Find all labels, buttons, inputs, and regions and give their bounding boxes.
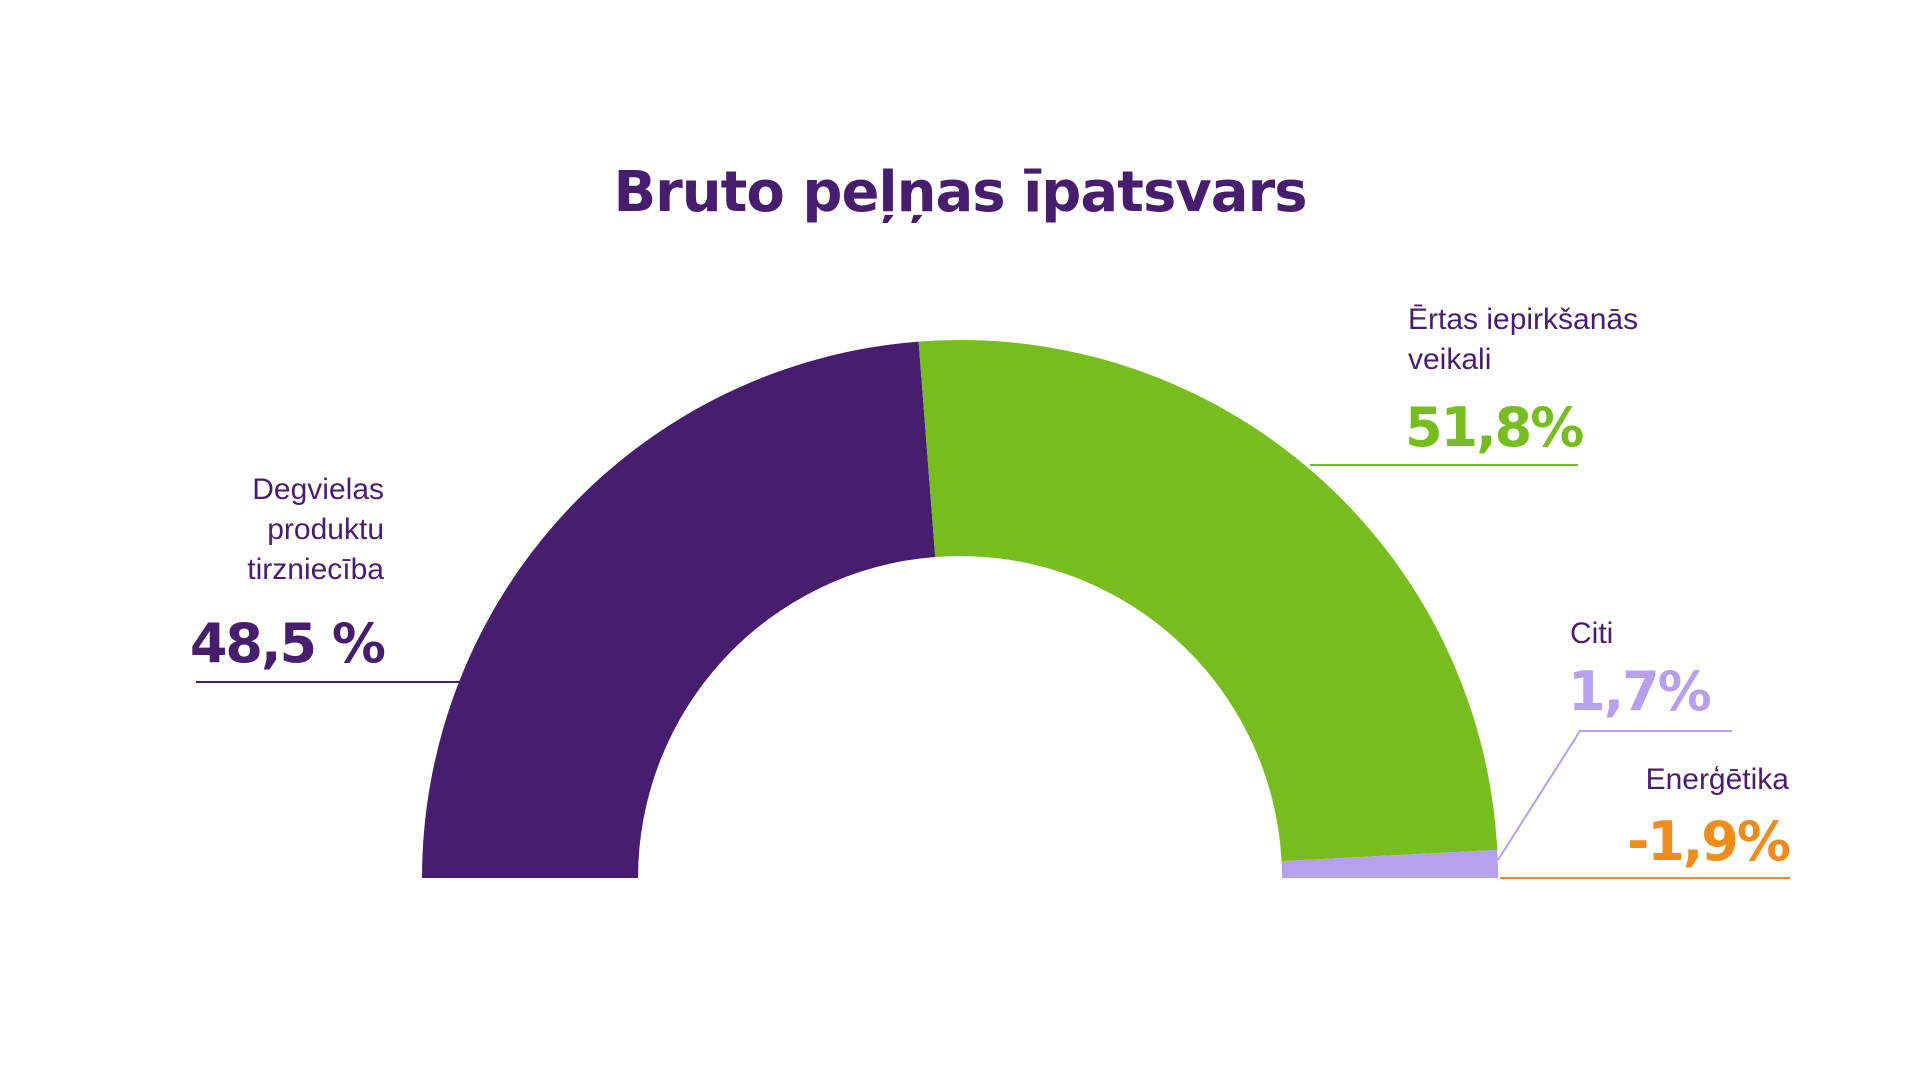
arc-convenience — [918, 340, 1498, 862]
segment-label-fuel-line1: Degvielas — [252, 473, 384, 506]
segment-label-fuel: Degvielas produktu tirzniecība — [247, 470, 384, 590]
segment-label-convenience: Ērtas iepirkšanās veikali — [1408, 300, 1638, 380]
segment-label-energy-line1: Enerģētika — [1645, 763, 1789, 796]
segment-label-other-line1: Citi — [1570, 617, 1614, 650]
segment-value-energy: -1,9% — [1626, 810, 1791, 873]
segment-label-fuel-line2: produktu — [267, 513, 384, 546]
segment-label-convenience-line2: veikali — [1408, 343, 1492, 376]
segment-label-other: Citi — [1570, 614, 1613, 654]
segment-value-fuel: 48,5 % — [189, 612, 386, 675]
segment-value-convenience: 51,8% — [1405, 396, 1584, 459]
arc-other — [1281, 849, 1498, 878]
segment-label-fuel-line3: tirzniecība — [247, 553, 384, 586]
leader-line-other — [1497, 730, 1732, 861]
segment-label-convenience-line1: Ērtas iepirkšanās — [1408, 303, 1639, 336]
segment-value-other: 1,7% — [1568, 660, 1712, 723]
chart-title: Bruto peļņas īpatsvars — [613, 160, 1307, 225]
arc-fuel — [422, 341, 936, 878]
segment-label-energy: Enerģētika — [1646, 760, 1789, 800]
